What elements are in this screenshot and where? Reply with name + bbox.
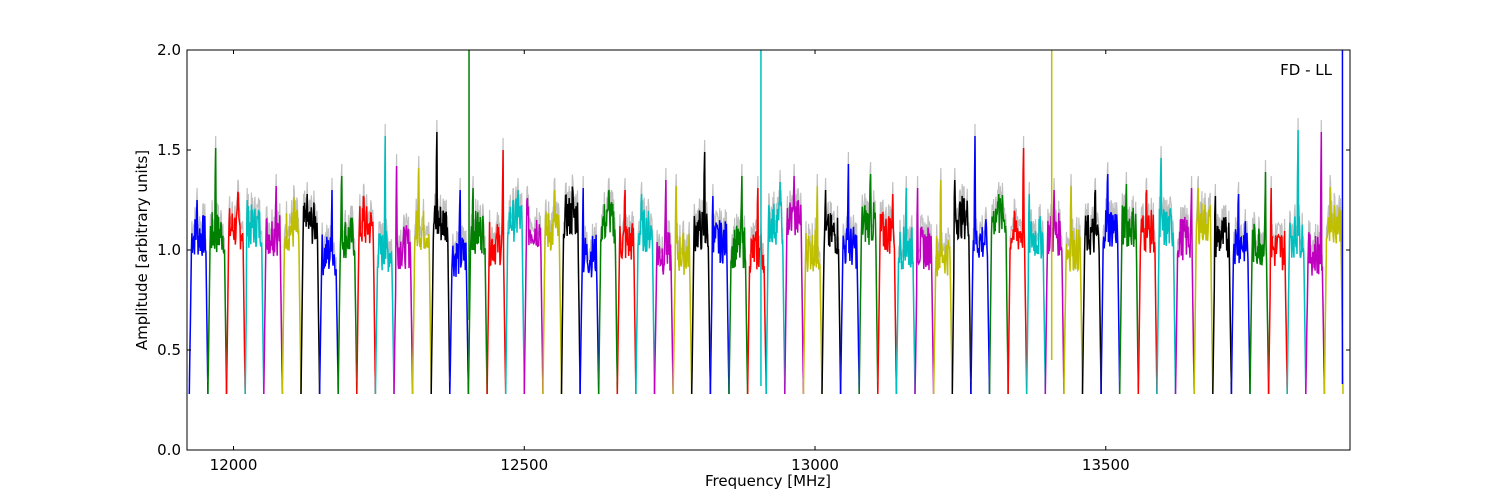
channel-trace-2 (207, 147, 228, 395)
channel-trace-33 (784, 175, 805, 395)
channel-trace-13 (411, 167, 432, 395)
channel-trace-45 (1007, 147, 1028, 395)
background-trace-10 (356, 183, 376, 383)
background-trace-20 (542, 177, 563, 383)
channel-trace-30 (728, 175, 749, 395)
channel-trace-8 (318, 189, 339, 395)
channel-trace-22 (579, 187, 600, 395)
channel-trace-32 (765, 181, 786, 395)
channel-trace-41 (932, 179, 954, 395)
channel-trace-36 (839, 163, 860, 395)
channel-trace-17 (486, 149, 507, 395)
series-layer (188, 50, 1344, 395)
channel-trace-29 (709, 195, 730, 395)
channel-trace-60 (1286, 129, 1307, 395)
channel-trace-20 (542, 189, 563, 395)
channel-trace-21 (560, 186, 581, 395)
y-tick-label: 2.0 (157, 41, 181, 59)
channel-trace-9 (337, 175, 358, 395)
channel-trace-11 (374, 135, 395, 395)
channel-trace-40 (914, 187, 935, 395)
channel-trace-14 (430, 131, 451, 395)
channel-trace-4 (244, 199, 265, 395)
channel-trace-54 (1174, 187, 1195, 395)
channel-trace-7 (300, 193, 321, 395)
channel-trace-34 (802, 185, 823, 395)
channel-trace-1 (188, 199, 209, 395)
channel-trace-44 (988, 193, 1009, 395)
channel-trace-3 (225, 191, 246, 395)
y-axis-label: Amplitude [arbitrary units] (133, 150, 151, 350)
x-tick-label: 12000 (210, 456, 258, 474)
channel-trace-37 (858, 173, 879, 395)
y-tick-label: 1.0 (157, 241, 181, 259)
channel-trace-19 (523, 197, 544, 395)
background-trace-41 (933, 167, 953, 383)
channel-trace-43 (970, 135, 991, 395)
y-tick-label: 1.5 (157, 141, 181, 159)
channel-trace-35 (821, 189, 842, 395)
channel-trace-52 (1137, 189, 1158, 395)
x-axis-label: Frequency [MHz] (705, 472, 831, 490)
background-trace-45 (1007, 135, 1028, 383)
channel-trace-5 (263, 185, 284, 395)
channel-trace-12 (393, 165, 414, 395)
ticks-layer: 12000 12500 13000 13500 0.0 0.5 1.0 1.5 2.0 (157, 41, 1350, 474)
x-tick-label: 12500 (500, 456, 548, 474)
channel-trace-10 (356, 195, 377, 395)
channel-trace-42 (951, 179, 972, 395)
background-trace-30 (728, 163, 749, 383)
x-tick-label: 13500 (1082, 456, 1130, 474)
channel-trace-49 (1081, 189, 1102, 395)
channel-trace-47 (1044, 189, 1065, 395)
channel-trace-57 (1230, 193, 1251, 395)
channel-trace-58 (1249, 171, 1270, 395)
channel-trace-39 (895, 187, 916, 395)
channel-trace-26 (653, 179, 674, 395)
channel-trace-56 (1212, 195, 1233, 395)
channel-trace-53 (1156, 157, 1177, 395)
channel-trace-31 (746, 187, 767, 395)
channel-trace-55 (1193, 187, 1214, 395)
y-tick-label: 0.0 (157, 441, 181, 459)
background-trace-58 (1249, 159, 1270, 383)
channel-trace-24 (616, 189, 637, 395)
channel-trace-18 (504, 189, 526, 395)
channel-trace-6 (281, 197, 302, 395)
channel-trace-15 (449, 189, 470, 395)
channel-trace-61 (1305, 131, 1326, 395)
x-tick-label: 13000 (791, 456, 839, 474)
channel-trace-62 (1323, 187, 1344, 395)
channel-trace-27 (672, 185, 693, 395)
background-trace-19 (523, 185, 544, 383)
channel-trace-28 (690, 151, 712, 395)
channel-trace-16 (467, 187, 488, 395)
channel-trace-50 (1100, 173, 1121, 395)
channel-trace-23 (597, 189, 619, 395)
channel-trace-46 (1025, 193, 1047, 395)
channel-trace-25 (635, 193, 656, 395)
channel-trace-48 (1063, 185, 1084, 395)
chart-annotation: FD - LL (1280, 61, 1332, 79)
channel-trace-51 (1118, 183, 1140, 395)
channel-trace-59 (1267, 187, 1288, 395)
channel-trace-38 (877, 193, 898, 395)
y-tick-label: 0.5 (157, 341, 181, 359)
background-trace-37 (858, 161, 879, 383)
